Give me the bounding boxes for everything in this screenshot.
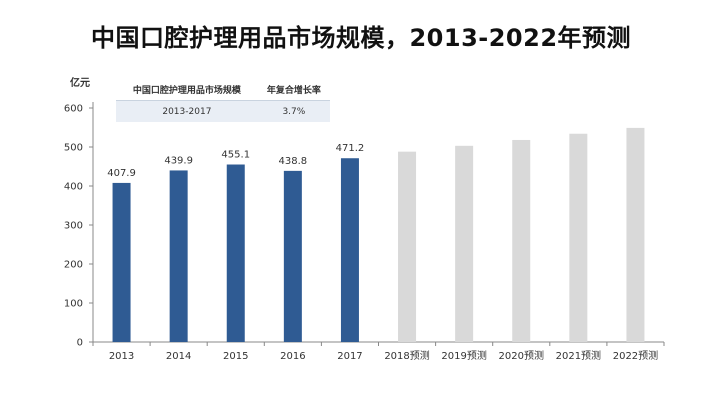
table-header-cagr: 年复合增长率 [257,79,330,101]
x-tick-label: 2017 [337,351,362,362]
y-tick-label: 100 [64,299,83,310]
bar [455,145,474,342]
y-unit-label: 亿元 [70,76,90,89]
x-tick-label: 2013 [109,351,134,362]
x-tick-label: 2018预测 [384,349,429,362]
x-tick-label: 2020预测 [499,349,544,362]
bar [283,170,302,342]
y-tick-label: 200 [64,260,83,271]
y-tick-label: 600 [64,104,83,115]
table-cell-period: 2013-2017 [116,100,258,122]
y-tick-label: 300 [64,221,83,232]
bar [340,158,359,342]
chart-title: 中国口腔护理用品市场规模，2013-2022年预测 [90,24,632,52]
cagr-table: 中国口腔护理用品市场规模 年复合增长率 2013-2017 3.7% [116,79,330,122]
bar [398,151,417,342]
data-label: 438.8 [279,156,308,167]
bar [169,170,188,342]
data-label: 471.2 [336,143,365,154]
table-row: 2013-2017 3.7% [116,100,330,122]
table-cell-cagr: 3.7% [257,100,330,122]
bar [626,127,645,342]
y-tick-label: 0 [77,338,83,349]
bar [569,133,588,342]
x-tick-label: 2022预测 [613,349,658,362]
x-tick-label: 2021预测 [556,349,601,362]
data-label: 439.9 [164,155,193,166]
data-label: 407.9 [107,168,136,179]
x-tick-label: 2019预测 [441,349,486,362]
y-tick-label: 500 [64,143,83,154]
bar [512,139,531,342]
bar [226,164,245,342]
axis-layer: 亿元 0 100 200 300 400 500 600 [64,76,665,349]
table-header-market-size: 中国口腔护理用品市场规模 [116,79,258,101]
bar [112,182,131,342]
x-tick-label: 2015 [223,351,248,362]
data-label: 455.1 [221,150,250,161]
labels-layer: 2013 407.9 2014 439.9 2015 455.1 2016 438.8 2017… [107,143,658,362]
x-tick-label: 2016 [280,351,305,362]
x-tick-label: 2014 [166,351,191,362]
bars-layer [112,127,645,342]
y-tick-label: 400 [64,182,83,193]
